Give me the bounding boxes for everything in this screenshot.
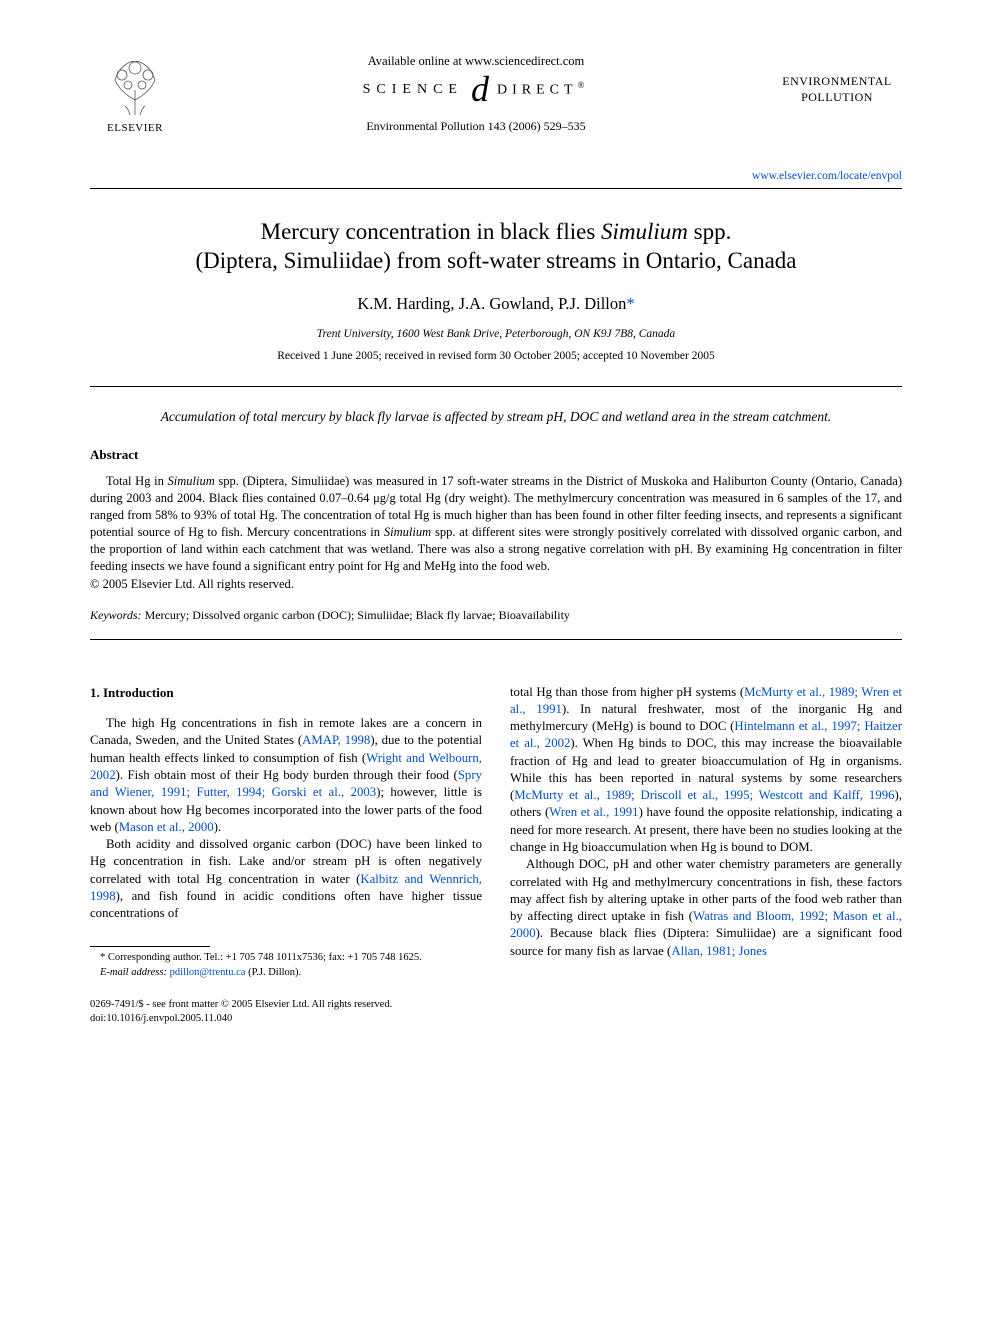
authors-text: K.M. Harding, J.A. Gowland, P.J. Dillon	[357, 294, 626, 313]
title-line1-italic: Simulium	[601, 219, 688, 244]
corresponding-mark-link[interactable]: *	[626, 294, 634, 313]
page: ELSEVIER Available online at www.science…	[0, 0, 992, 1056]
sd-direct-text: DIRECT®	[497, 80, 589, 99]
mid-rule	[90, 386, 902, 387]
footnote-line2: E-mail address: pdillon@trentu.ca (P.J. …	[90, 966, 482, 980]
intro-para-1: The high Hg concentrations in fish in re…	[90, 715, 482, 836]
footnote-tail: (P.J. Dillon).	[245, 967, 301, 978]
intro-para-2: Both acidity and dissolved organic carbo…	[90, 836, 482, 922]
title-line1-post: spp.	[688, 219, 731, 244]
footnote-email-label: E-mail address:	[100, 967, 167, 978]
elsevier-tree-icon	[100, 50, 170, 120]
intro-para-3: Although DOC, pH and other water chemist…	[510, 856, 902, 960]
header-row: ELSEVIER Available online at www.science…	[90, 50, 902, 140]
corresponding-footnote: * Corresponding author. Tel.: +1 705 748…	[90, 951, 482, 979]
footer-line1: 0269-7491/$ - see front matter © 2005 El…	[90, 998, 902, 1012]
cite-wren-1991[interactable]: Wren et al., 1991	[549, 805, 638, 819]
sciencedirect-logo: SCIENCE d DIRECT®	[363, 79, 590, 101]
intro-para-2-cont: total Hg than those from higher pH syste…	[510, 684, 902, 857]
footer-doi: doi:10.1016/j.envpol.2005.11.040	[90, 1012, 902, 1026]
sd-science-text: SCIENCE	[363, 82, 463, 98]
abstract-frag-d: Simulium	[384, 525, 431, 539]
abstract-frag-a: Total Hg in	[106, 474, 168, 488]
copyright-line: © 2005 Elsevier Ltd. All rights reserved…	[90, 577, 902, 592]
cite-mason-2000[interactable]: Mason et al., 2000	[119, 820, 214, 834]
abstract-heading: Abstract	[90, 447, 902, 463]
p1c: ). Fish obtain most of their Hg body bur…	[116, 768, 458, 782]
body-columns: 1. Introduction The high Hg concentratio…	[90, 684, 902, 980]
rp1a: total Hg than those from higher pH syste…	[510, 685, 744, 699]
section-1-heading: 1. Introduction	[90, 684, 482, 702]
abstract-text: Total Hg in Simulium spp. (Diptera, Simu…	[90, 473, 902, 574]
authors-line: K.M. Harding, J.A. Gowland, P.J. Dillon*	[90, 294, 902, 314]
cite-mcmurty-driscoll-westcott[interactable]: McMurty et al., 1989; Driscoll et al., 1…	[514, 788, 894, 802]
title-line1-pre: Mercury concentration in black flies	[261, 219, 601, 244]
journal-name-line2: POLLUTION	[772, 90, 902, 106]
footnote-separator	[90, 946, 210, 947]
available-online-text: Available online at www.sciencedirect.co…	[368, 54, 585, 69]
right-header: ENVIRONMENTAL POLLUTION	[772, 50, 902, 105]
journal-name: ENVIRONMENTAL POLLUTION	[772, 74, 902, 105]
left-column: 1. Introduction The high Hg concentratio…	[90, 684, 482, 980]
article-title: Mercury concentration in black flies Sim…	[90, 217, 902, 277]
sd-at-icon: d	[469, 79, 491, 101]
abstract-frag-b: Simulium	[168, 474, 215, 488]
cite-allan-jones[interactable]: Allan, 1981; Jones	[671, 944, 767, 958]
keywords-rule	[90, 639, 902, 640]
footnote-line1: * Corresponding author. Tel.: +1 705 748…	[90, 951, 482, 965]
center-header: Available online at www.sciencedirect.co…	[180, 50, 772, 140]
publisher-logo-block: ELSEVIER	[90, 50, 180, 134]
journal-url-link[interactable]: www.elsevier.com/locate/envpol	[90, 170, 902, 182]
article-dates: Received 1 June 2005; received in revise…	[90, 350, 902, 362]
journal-name-line1: ENVIRONMENTAL	[772, 74, 902, 90]
keywords-label: Keywords:	[90, 608, 142, 622]
header-rule	[90, 188, 902, 189]
p1e: ).	[214, 820, 221, 834]
footer-block: 0269-7491/$ - see front matter © 2005 El…	[90, 998, 902, 1026]
right-column: total Hg than those from higher pH syste…	[510, 684, 902, 980]
footnote-email-link[interactable]: pdillon@trentu.ca	[170, 967, 246, 978]
publisher-name: ELSEVIER	[107, 122, 163, 134]
title-line2: (Diptera, Simuliidae) from soft-water st…	[195, 248, 796, 273]
keywords-line: Keywords: Mercury; Dissolved organic car…	[90, 608, 902, 623]
keywords-text: Mercury; Dissolved organic carbon (DOC);…	[142, 608, 570, 622]
highlight-statement: Accumulation of total mercury by black f…	[90, 409, 902, 425]
p2b: ), and fish found in acidic conditions o…	[90, 889, 482, 920]
affiliation: Trent University, 1600 West Bank Drive, …	[90, 328, 902, 340]
journal-reference: Environmental Pollution 143 (2006) 529–5…	[366, 119, 585, 134]
cite-amap-1998[interactable]: AMAP, 1998	[302, 733, 370, 747]
